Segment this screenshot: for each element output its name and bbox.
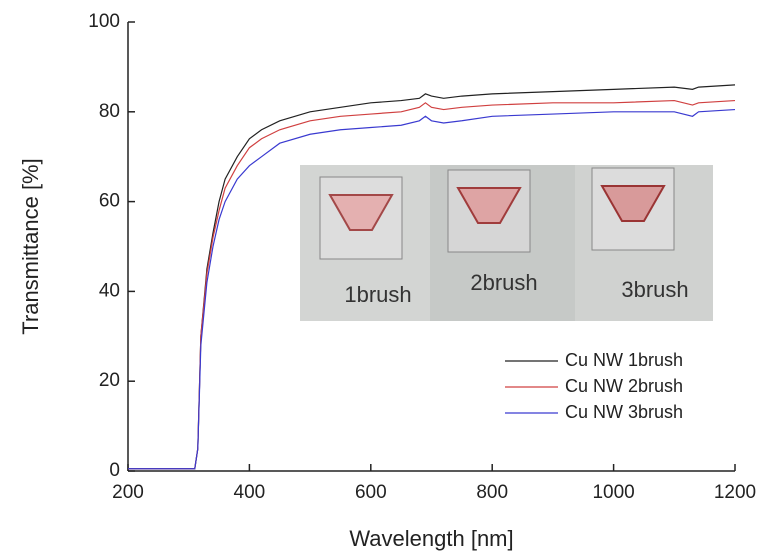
- sample-print: [600, 185, 666, 222]
- legend-label: Cu NW 1brush: [565, 350, 683, 370]
- x-tick-label: 1200: [714, 482, 756, 503]
- x-axis-title: Wavelength [nm]: [349, 526, 513, 551]
- inset-label: 3brush: [621, 277, 688, 302]
- legend-label: Cu NW 2brush: [565, 376, 683, 396]
- y-axis-title: Transmittance [%]: [18, 158, 43, 334]
- inset-photo: 1brush 2brush 3brush: [300, 165, 713, 321]
- x-tick-label: 1000: [592, 482, 634, 503]
- y-tick-label: 0: [109, 460, 120, 481]
- inset-label: 1brush: [344, 282, 411, 307]
- x-tick-label: 800: [476, 482, 508, 503]
- data-line: [128, 108, 736, 470]
- sample-print: [456, 187, 522, 224]
- y-tick-label: 80: [99, 101, 120, 122]
- x-tick-label: 400: [234, 482, 266, 503]
- x-tick-label: 200: [112, 482, 144, 503]
- inset-label: 2brush: [470, 270, 537, 295]
- y-tick-label: 40: [99, 280, 120, 301]
- data-line: [128, 99, 736, 470]
- y-tick-label: 100: [88, 11, 120, 32]
- y-tick-label: 20: [99, 370, 120, 391]
- legend-label: Cu NW 3brush: [565, 402, 683, 422]
- sample-glass: [591, 167, 675, 251]
- x-tick-label: 600: [355, 482, 387, 503]
- y-tick-label: 60: [99, 191, 120, 212]
- sample-print: [328, 194, 394, 231]
